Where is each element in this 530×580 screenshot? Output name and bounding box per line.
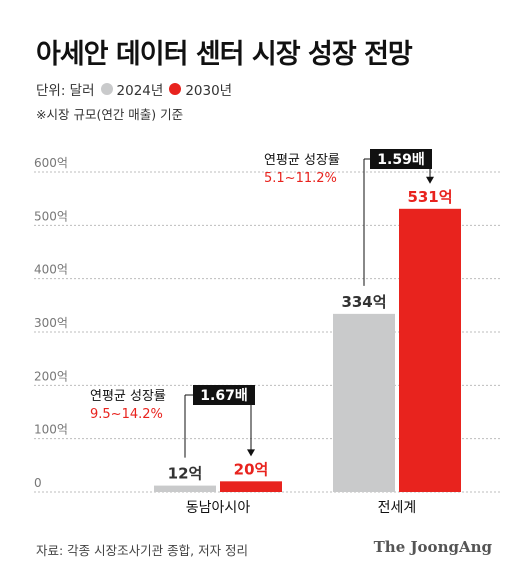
multiplier-box (370, 149, 432, 169)
x-tick-label: 전세계 (378, 500, 417, 516)
cagr-value: 9.5~14.2% (90, 407, 163, 422)
x-tick-label: 동남아시아 (186, 500, 251, 516)
legend-label-2030: 2030년 (185, 83, 233, 99)
y-tick-label: 400억 (34, 263, 68, 277)
multiplier-label: 1.59배 (377, 152, 424, 168)
arrow-head (247, 449, 255, 457)
bar-value-label: 334억 (341, 293, 386, 311)
y-tick-label: 500억 (34, 209, 68, 223)
y-tick-label: 100억 (34, 423, 68, 437)
arrow-head (426, 176, 434, 184)
unit-label: 단위: 달러 (36, 83, 95, 99)
legend: 단위: 달러 2024년 2030년 (36, 79, 232, 99)
source-note: 자료: 각종 시장조사기관 종합, 저자 정리 (36, 543, 249, 558)
y-tick-label: 200억 (34, 369, 68, 383)
bar (333, 313, 395, 492)
multiplier-box (193, 385, 255, 405)
chart-title: 아세안 데이터 센터 시장 성장 전망 (36, 39, 413, 70)
bar (220, 481, 282, 492)
bar-value-label: 12억 (168, 465, 203, 483)
bar (154, 485, 216, 492)
brand-logo: The JoongAng (373, 538, 492, 556)
basis-note: ※시장 규모(연간 매출) 기준 (36, 107, 184, 122)
legend-label-2024: 2024년 (116, 83, 164, 99)
legend-swatch-2030 (169, 83, 182, 95)
cagr-value: 5.1~11.2% (264, 171, 337, 186)
legend-swatch-2024 (100, 83, 113, 95)
y-tick-label: 300억 (34, 316, 68, 330)
bar (399, 208, 461, 493)
cagr-label: 연평균 성장률 (264, 153, 340, 168)
cagr-label: 연평균 성장률 (90, 389, 166, 404)
multiplier-label: 1.67배 (200, 388, 247, 404)
bar-value-label: 20억 (234, 460, 269, 478)
y-tick-label: 600억 (34, 156, 68, 170)
y-tick-label: 0 (34, 476, 42, 490)
bar-value-label: 531억 (407, 188, 452, 206)
